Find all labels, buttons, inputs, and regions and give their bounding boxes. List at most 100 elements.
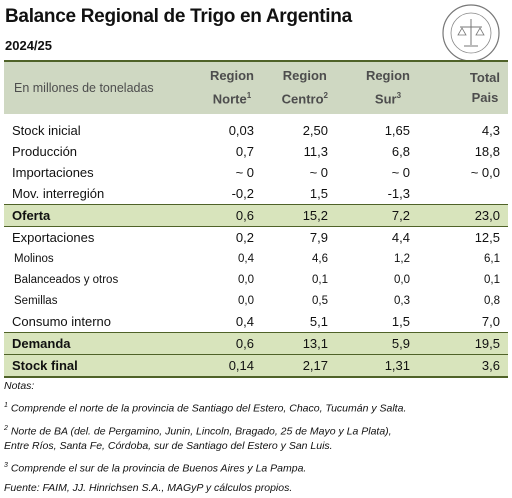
row-label: Mov. interregión	[12, 186, 105, 201]
cell: 1,5	[309, 186, 328, 201]
note-text: Comprende el sur de la provincia de Buen…	[10, 462, 307, 475]
cell: 0,3	[394, 294, 410, 307]
cell: 11,3	[303, 144, 328, 159]
cell: 1,2	[394, 252, 410, 265]
cell: 0,4	[235, 314, 254, 329]
cell: 0,1	[484, 273, 500, 286]
cell: 2,50	[302, 123, 328, 138]
note-text: Comprende el norte de la provincia de Sa…	[10, 402, 407, 415]
cell: 18,8	[474, 144, 500, 159]
cell: ~ 0	[235, 165, 254, 180]
cell: ~ 0,0	[470, 165, 500, 180]
cell: 1,65	[384, 123, 410, 138]
cell: 13,1	[262, 332, 336, 355]
cell: 1,31	[336, 354, 418, 378]
table-row: Mov. interregión -0,2 1,5 -1,3	[4, 183, 508, 205]
notes-title: Notas:	[4, 380, 35, 392]
row-label: Molinos	[14, 252, 54, 265]
table-row: Oferta 0,6 15,2 7,2 23,0	[4, 204, 508, 227]
header-line: Pais	[471, 90, 499, 105]
notes: Notas: 1 Comprende el norte de la provin…	[4, 379, 509, 496]
cell: 4,4	[391, 230, 410, 245]
table-row: Demanda 0,6 13,1 5,9 19,5	[4, 332, 508, 355]
cell: 0,0	[394, 273, 410, 286]
cell: -1,3	[387, 186, 410, 201]
row-label: Oferta	[4, 204, 194, 227]
header-line: Region	[282, 68, 327, 84]
cell: 5,9	[336, 332, 418, 355]
cell: 2,17	[262, 354, 336, 378]
row-label: Stock final	[4, 354, 194, 378]
column-header: Region Centro2	[262, 60, 336, 114]
row-label: Stock inicial	[12, 123, 81, 138]
cell: 0,14	[194, 354, 262, 378]
cell: 6,8	[391, 144, 410, 159]
header-text: Region Sur3	[366, 66, 410, 109]
note-text: Norte de BA (del. de Pergamino, Junin, L…	[10, 425, 392, 437]
cell: 15,2	[262, 204, 336, 227]
cell: 3,6	[418, 354, 508, 378]
row-label: Exportaciones	[12, 230, 95, 245]
table-row: Stock final 0,14 2,17 1,31 3,6	[4, 354, 508, 378]
note-text: Entre Ríos, Santa Fe, Córdoba, sur de Sa…	[4, 440, 333, 452]
header-line: Region	[365, 68, 410, 84]
header-line: Centro	[281, 91, 324, 107]
note: 2 Norte de BA (del. de Pergamino, Junin,…	[4, 421, 509, 455]
header-text: En millones de toneladas	[14, 81, 154, 95]
cell: 0,1	[312, 273, 328, 286]
note: 1 Comprende el norte de la provincia de …	[4, 398, 509, 417]
cell: 4,6	[312, 252, 328, 265]
header-line: Region	[209, 68, 254, 84]
cell: 7,2	[336, 204, 418, 227]
column-header: Total Pais	[418, 60, 508, 114]
row-label: Importaciones	[12, 165, 94, 180]
cell: 7,0	[481, 314, 500, 329]
table-row: Molinos 0,4 4,6 1,2 6,1	[4, 248, 508, 269]
title: Balance Regional de Trigo en Argentina	[5, 6, 352, 27]
note: 3 Comprende el sur de la provincia de Bu…	[4, 458, 509, 477]
cell: 19,5	[418, 332, 508, 355]
empty-cell	[418, 183, 508, 205]
footnote-ref: 1	[246, 91, 252, 101]
table-row: Balanceados y otros 0,0 0,1 0,0 0,1	[4, 269, 508, 290]
header-text: Region Norte1	[210, 66, 254, 109]
cell: 0,0	[238, 273, 254, 286]
cell: 0,8	[484, 294, 500, 307]
header-line: Sur	[374, 91, 397, 107]
cell: 0,7	[235, 144, 254, 159]
note-number: 1	[4, 402, 8, 409]
table-row: Producción 0,7 11,3 6,8 18,8	[4, 141, 508, 162]
table-row: Importaciones ~ 0 ~ 0 ~ 0 ~ 0,0	[4, 162, 508, 183]
row-label: Balanceados y otros	[14, 273, 119, 286]
column-header: Region Sur3	[336, 60, 418, 114]
cell: 23,0	[418, 204, 508, 227]
balance-table: En millones de toneladas Region Norte1 Regi…	[4, 60, 508, 378]
subtitle: 2024/25	[5, 38, 52, 53]
cell: 0,6	[194, 204, 262, 227]
cell: ~ 0	[309, 165, 328, 180]
cell: 6,1	[484, 252, 500, 265]
cell: 0,4	[238, 252, 254, 265]
row-label: Producción	[12, 144, 78, 159]
row-label: Demanda	[4, 332, 194, 355]
header-line: Norte	[212, 91, 247, 107]
header-line: Total	[469, 70, 500, 85]
cell: 0,5	[312, 294, 328, 307]
cell: 7,9	[309, 230, 328, 245]
cell: 0,03	[228, 123, 254, 138]
cell: 12,5	[474, 230, 500, 245]
cell: 0,0	[238, 294, 254, 307]
cell: ~ 0	[391, 165, 410, 180]
header-text: Total Pais	[470, 68, 500, 108]
source: Fuente: FAIM, JJ. Hinrichsen S.A., MAGyP…	[4, 481, 293, 494]
header-text: Region Centro2	[282, 66, 328, 109]
note-number: 2	[4, 424, 8, 432]
table-row: Semillas 0,0 0,5 0,3 0,8	[4, 290, 508, 311]
cell: 0,6	[194, 332, 262, 355]
note-number: 3	[4, 462, 8, 469]
column-header: En millones de toneladas	[4, 60, 194, 114]
cell: 5,1	[309, 314, 328, 329]
cell: -0,2	[231, 186, 254, 201]
footnote-ref: 3	[396, 91, 402, 101]
